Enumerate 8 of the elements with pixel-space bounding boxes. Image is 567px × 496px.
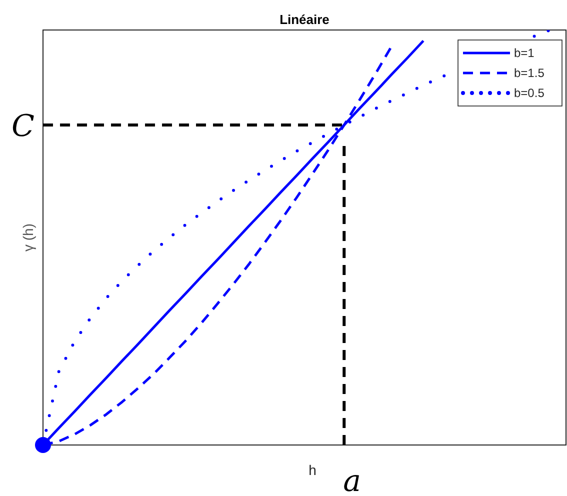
legend-label: b=0.5 bbox=[514, 86, 545, 100]
y-axis-title: γ (h) bbox=[20, 224, 36, 252]
text: a bbox=[343, 464, 362, 496]
ref-line-label: C bbox=[12, 109, 35, 144]
legend-label: b=1 bbox=[514, 46, 535, 60]
x-axis-title: h bbox=[308, 462, 316, 478]
chart-title: Linéaire bbox=[280, 12, 330, 27]
legend-label: b=1.5 bbox=[514, 66, 545, 80]
